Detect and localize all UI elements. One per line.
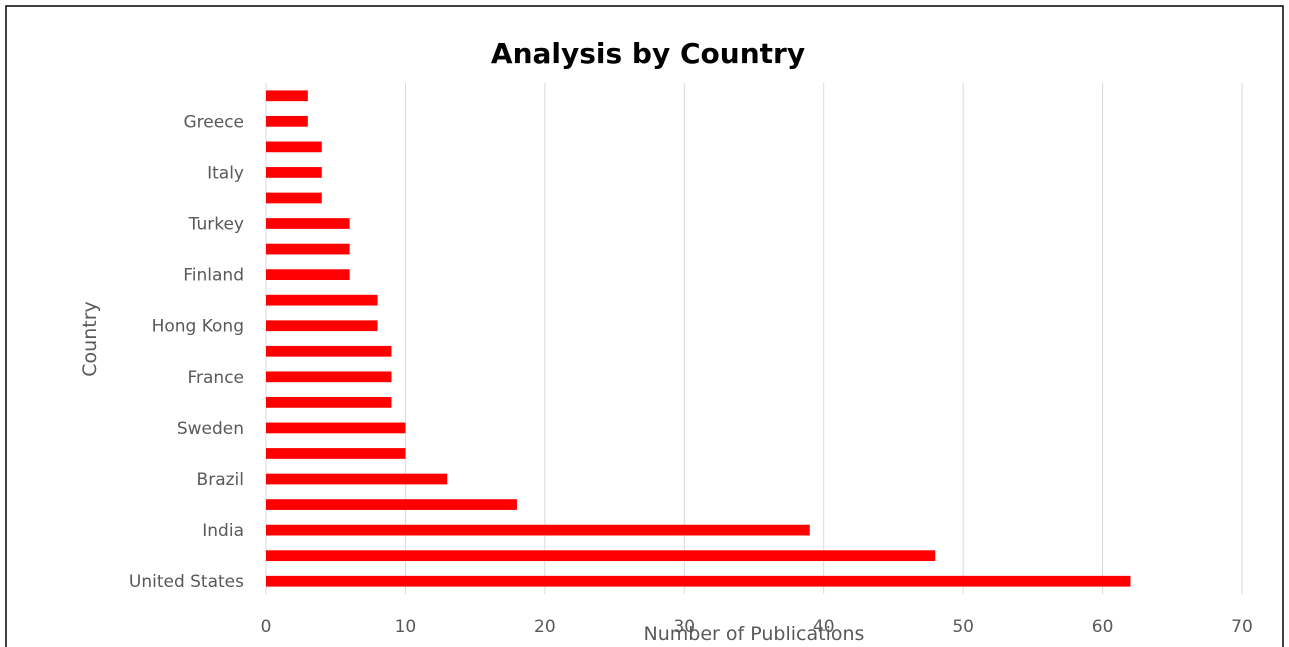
bar-13 (266, 243, 350, 255)
bar-2 (266, 524, 810, 536)
x-tick-label-2: 20 (534, 617, 556, 637)
bar-12 (266, 269, 350, 280)
y-tick-label-12: Finland (183, 266, 244, 286)
bar-14 (266, 218, 350, 229)
x-axis-title: Number of Publications (644, 623, 865, 645)
y-tick-label-8: France (187, 368, 244, 388)
x-tick-label-5: 50 (952, 617, 974, 637)
bar-6 (266, 422, 406, 434)
bar-3 (266, 499, 517, 510)
chart-border (5, 5, 1284, 647)
x-tick-label-4: 40 (813, 617, 835, 637)
y-tick-label-6: Sweden (177, 419, 244, 439)
x-axis-tick-labels: 0 10 20 30 40 50 60 70 (261, 617, 1253, 637)
x-tick-label-7: 70 (1231, 617, 1253, 637)
bars (266, 90, 1131, 587)
y-tick-label-18: Greece (183, 112, 244, 132)
x-tick-label-3: 30 (673, 617, 695, 637)
bar-7 (266, 397, 392, 408)
x-tick-label-0: 0 (261, 617, 272, 637)
bar-18 (266, 115, 308, 127)
y-axis-tick-labels: United States India Brazil Sweden France Hong… (129, 112, 244, 592)
y-tick-label-14: Turkey (188, 215, 244, 235)
y-tick-label-10: Hong Kong (152, 317, 244, 337)
bar-0 (266, 575, 1131, 587)
y-axis-title: Country (79, 301, 101, 376)
bar-9 (266, 345, 392, 357)
bar-17 (266, 141, 322, 153)
bar-1 (266, 550, 936, 562)
x-tick-label-1: 10 (395, 617, 417, 637)
y-tick-label-4: Brazil (197, 470, 244, 490)
bar-5 (266, 448, 406, 459)
bar-4 (266, 473, 448, 485)
chart-title: Analysis by Country (491, 37, 805, 70)
bar-19 (266, 90, 308, 102)
y-tick-label-16: Italy (207, 163, 244, 183)
y-tick-label-2: India (202, 521, 244, 541)
bar-10 (266, 320, 378, 332)
y-tick-label-0: United States (129, 572, 244, 592)
bar-11 (266, 294, 378, 306)
bar-8 (266, 371, 392, 383)
bar-16 (266, 167, 322, 178)
x-tick-label-6: 60 (1092, 617, 1114, 637)
bar-15 (266, 192, 322, 204)
